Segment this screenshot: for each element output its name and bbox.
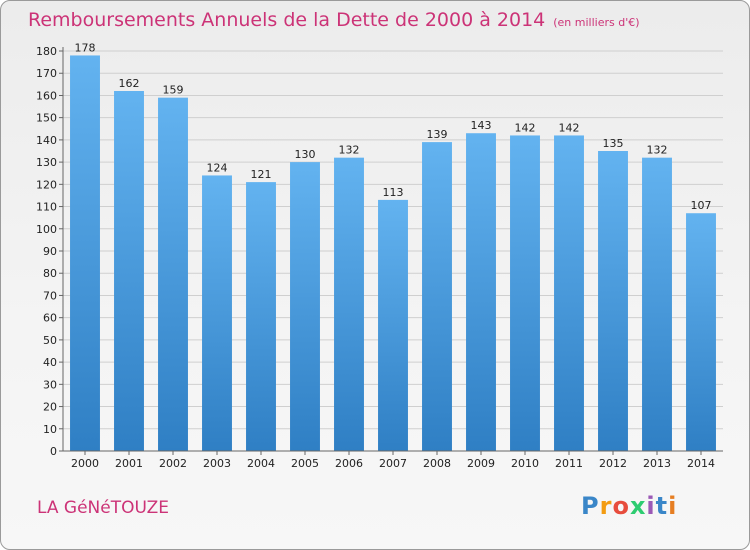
bar <box>686 213 716 451</box>
x-tick-label: 2004 <box>247 457 275 470</box>
x-tick-label: 2006 <box>335 457 363 470</box>
x-tick-label: 2001 <box>115 457 143 470</box>
bar <box>466 133 496 451</box>
bar <box>422 142 452 451</box>
axes: 0 10 20 30 40 50 60 70 80 90 100 110 120 130 140 150 160… <box>36 45 723 470</box>
x-tick-label: 2009 <box>467 457 495 470</box>
x-tick-label: 2008 <box>423 457 451 470</box>
x-tick-label: 2010 <box>511 457 539 470</box>
data-label: 135 <box>603 137 624 150</box>
logo-letter: x <box>629 492 647 520</box>
chart-unit: (en milliers d'€) <box>553 16 640 29</box>
data-label: 130 <box>295 148 316 161</box>
x-tick-label: 2007 <box>379 457 407 470</box>
x-tick-label: 2012 <box>599 457 627 470</box>
data-label: 124 <box>207 161 228 174</box>
bar <box>290 162 320 451</box>
bar <box>114 91 144 451</box>
data-label: 142 <box>559 121 580 134</box>
data-label: 162 <box>119 77 140 90</box>
data-label: 132 <box>339 144 360 157</box>
y-tick-label: 40 <box>43 356 57 369</box>
y-tick-label: 140 <box>36 134 57 147</box>
chart-title-text: Remboursements Annuels de la Dette de 20… <box>28 9 546 31</box>
bar <box>378 199 408 451</box>
logo-letter: o <box>612 492 630 520</box>
logo-letter: P <box>581 492 600 520</box>
bar <box>334 157 364 451</box>
data-label: 107 <box>691 199 712 212</box>
bar <box>554 135 584 451</box>
x-tick-label: 2000 <box>71 457 99 470</box>
bar <box>598 151 628 451</box>
y-tick-label: 10 <box>43 423 57 436</box>
y-tick-label: 150 <box>36 112 57 125</box>
y-tick-label: 20 <box>43 401 57 414</box>
y-tick-label: 50 <box>43 334 57 347</box>
y-tick-label: 100 <box>36 223 57 236</box>
y-tick-label: 60 <box>43 312 57 325</box>
bars <box>70 55 716 452</box>
data-label: 121 <box>251 168 272 181</box>
logo-letter: i <box>646 492 656 520</box>
bar <box>70 55 100 451</box>
data-label: 142 <box>515 121 536 134</box>
bar <box>158 97 188 452</box>
logo-letter: t <box>655 492 669 520</box>
y-tick-label: 180 <box>36 45 57 58</box>
logo-letter: i <box>668 492 678 520</box>
y-tick-label: 130 <box>36 156 57 169</box>
x-tick-label: 2002 <box>159 457 187 470</box>
data-label: 139 <box>427 128 448 141</box>
data-label: 143 <box>471 119 492 132</box>
data-label: 132 <box>647 144 668 157</box>
x-tick-label: 2003 <box>203 457 231 470</box>
x-tick-label: 2011 <box>555 457 583 470</box>
y-tick-label: 0 <box>50 445 57 458</box>
chart-title: Remboursements Annuels de la Dette de 20… <box>28 9 640 31</box>
y-tick-label: 90 <box>43 245 57 258</box>
y-tick-label: 80 <box>43 267 57 280</box>
logo-letter: r <box>599 492 613 520</box>
y-tick-label: 70 <box>43 289 57 302</box>
x-tick-label: 2014 <box>687 457 715 470</box>
bar <box>246 182 276 451</box>
data-labels: 178 162 159 124 121 130 132 113 139 143 142 142 135 1… <box>75 41 712 212</box>
y-tick-label: 170 <box>36 67 57 80</box>
y-tick-label: 110 <box>36 201 57 214</box>
x-tick-label: 2013 <box>643 457 671 470</box>
y-tick-label: 120 <box>36 178 57 191</box>
bar <box>202 175 232 451</box>
bar <box>642 157 672 451</box>
data-label: 113 <box>383 186 404 199</box>
data-label: 178 <box>75 41 96 54</box>
data-label: 159 <box>163 84 184 97</box>
x-tick-label: 2005 <box>291 457 319 470</box>
y-tick-label: 30 <box>43 378 57 391</box>
commune-name: LA GéNéTOUZE <box>37 498 169 518</box>
y-tick-label: 160 <box>36 89 57 102</box>
bar <box>510 135 540 451</box>
proxiti-logo: Proxiti <box>581 492 677 520</box>
